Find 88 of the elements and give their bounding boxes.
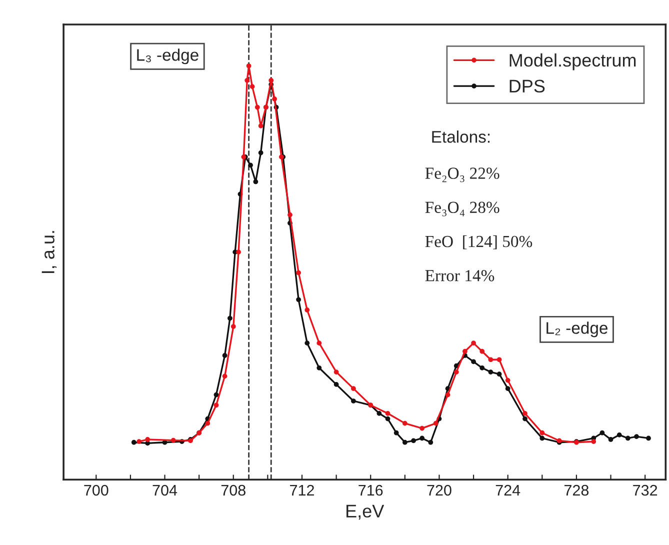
point <box>205 420 210 426</box>
point <box>522 416 528 422</box>
x-tick-label: 704 <box>152 484 178 496</box>
point <box>402 420 408 426</box>
point <box>445 392 450 398</box>
point <box>496 357 502 362</box>
point <box>228 316 232 321</box>
point <box>385 410 390 416</box>
x-tick-label: 724 <box>496 484 520 496</box>
point <box>488 370 494 374</box>
point <box>296 270 301 276</box>
point <box>288 212 292 218</box>
point <box>480 365 485 370</box>
point <box>394 430 399 436</box>
annotation: Fe₃O₄ 28% <box>425 202 500 216</box>
point <box>136 439 142 444</box>
x-tick-label: 728 <box>564 484 589 496</box>
point <box>272 96 277 102</box>
point <box>411 438 416 444</box>
point <box>634 434 639 440</box>
point <box>258 123 264 128</box>
point <box>433 420 438 426</box>
point <box>480 348 485 354</box>
point <box>145 437 150 442</box>
point <box>600 430 605 436</box>
point <box>214 392 219 398</box>
point <box>496 372 502 377</box>
annotation: Error 14% <box>425 270 494 282</box>
point <box>250 84 255 90</box>
point <box>616 432 622 438</box>
annotation: Etalons: <box>432 130 490 143</box>
point <box>420 436 424 441</box>
x-tick-label: 732 <box>633 484 658 496</box>
point <box>608 437 614 442</box>
point <box>522 410 528 416</box>
point <box>222 353 228 358</box>
point <box>253 179 258 184</box>
point <box>646 436 651 441</box>
point <box>488 357 494 362</box>
point <box>268 78 274 83</box>
point <box>316 365 322 370</box>
point <box>131 440 136 445</box>
point <box>230 324 236 329</box>
x-tick-label: 712 <box>290 484 314 496</box>
point <box>296 297 301 302</box>
point <box>304 308 310 312</box>
text: L₃ -edge <box>137 48 198 64</box>
point <box>454 370 459 374</box>
point <box>471 359 476 364</box>
point <box>236 250 241 254</box>
x-axis-title: E,eV <box>346 504 384 520</box>
point <box>540 436 545 441</box>
annotation: Fe₂O₃ 22% <box>425 168 500 182</box>
point <box>258 150 264 156</box>
x-tick-label: 708 <box>221 484 246 496</box>
point <box>334 382 339 387</box>
point <box>248 162 253 168</box>
x-tick-label: 720 <box>427 484 452 496</box>
point <box>505 378 510 383</box>
y-axis-title: I, a.u. <box>42 231 57 273</box>
legend-label: Model.spectrum <box>510 53 636 70</box>
point <box>428 440 434 445</box>
point <box>170 438 176 443</box>
point <box>246 63 252 68</box>
point <box>254 104 260 110</box>
point <box>540 430 545 436</box>
point <box>244 78 250 83</box>
x-tick-label: 716 <box>358 484 383 496</box>
point <box>471 340 476 346</box>
point <box>462 348 468 354</box>
point <box>402 440 408 445</box>
point <box>625 436 630 441</box>
point <box>505 386 510 392</box>
point <box>591 439 596 444</box>
point <box>351 398 356 404</box>
x-tick-label: 700 <box>84 484 108 496</box>
point <box>304 340 310 346</box>
legend-label: DPS <box>510 80 545 93</box>
point <box>214 402 219 408</box>
point <box>420 426 424 431</box>
annotation: FeO [124] 50% <box>425 235 532 250</box>
point <box>316 340 322 346</box>
point <box>376 410 382 416</box>
point <box>385 416 390 422</box>
point <box>222 374 228 379</box>
point <box>351 386 356 392</box>
point <box>334 370 339 374</box>
annotation: L₂ -edge <box>546 322 608 338</box>
